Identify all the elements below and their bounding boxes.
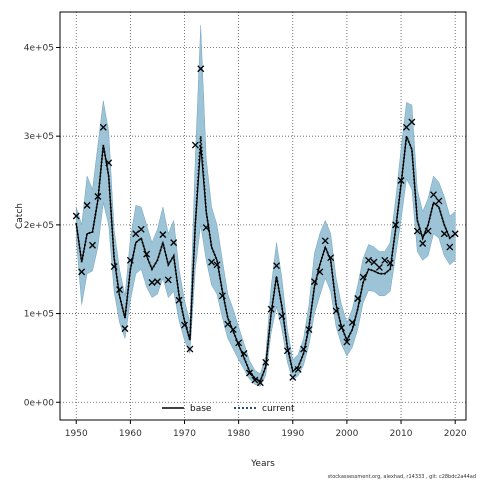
observed-point (72, 212, 80, 220)
observed-point (310, 278, 318, 286)
observed-point (181, 321, 188, 329)
observed-point (316, 268, 324, 276)
observed-point (110, 263, 118, 271)
observed-point (397, 177, 405, 184)
observed-point (273, 262, 280, 270)
y-tick-label: 4e+05 (24, 43, 54, 53)
legend: base current (162, 404, 295, 414)
observed-point (99, 123, 107, 131)
observed-point (132, 230, 140, 238)
legend-label-current: current (262, 404, 295, 414)
observed-point (419, 240, 427, 247)
y-tick-label: 2e+05 (24, 221, 54, 231)
observed-point (256, 379, 264, 387)
observed-point (365, 256, 373, 264)
x-tick-label: 2000 (335, 429, 358, 439)
observed-point (159, 231, 167, 239)
observed-point (208, 258, 216, 266)
observed-point (332, 307, 340, 315)
y-axis-title: Catch (15, 203, 25, 229)
observed-point (262, 358, 270, 366)
observed-point (148, 279, 156, 286)
observed-point (175, 296, 183, 304)
observed-point (202, 224, 210, 231)
observed-point (446, 243, 454, 251)
observed-point (289, 373, 297, 381)
observed-point (321, 237, 329, 245)
legend-label-base: base (190, 404, 212, 414)
observed-point (451, 230, 459, 238)
observed-point (283, 347, 291, 355)
x-axis: 1950 1960 1970 1980 1990 2000 2010 2020 (65, 420, 467, 439)
observed-point (191, 141, 199, 149)
observed-markers (72, 65, 459, 387)
footer-credit: stockassessment.org, alexhad, r14333 , g… (328, 474, 476, 480)
observed-point (251, 376, 259, 384)
observed-point (246, 369, 253, 377)
observed-point (78, 268, 86, 276)
x-tick-label: 1990 (281, 429, 304, 439)
observed-point (375, 263, 383, 271)
observed-point (392, 221, 400, 229)
y-axis: 0e+00 1e+05 2e+05 3e+05 4e+05 (24, 43, 60, 408)
observed-point (116, 286, 124, 294)
observed-point (440, 230, 448, 238)
x-tick-label: 1960 (119, 429, 142, 439)
observed-point (300, 345, 308, 353)
observed-point (435, 197, 443, 205)
y-tick-label: 1e+05 (24, 310, 54, 320)
observed-point (338, 324, 345, 332)
x-tick-label: 2020 (444, 429, 467, 439)
observed-point (186, 345, 194, 353)
current-series-line (75, 135, 456, 383)
observed-point (240, 350, 248, 357)
y-tick-label: 0e+00 (24, 398, 55, 408)
observed-point (424, 227, 432, 235)
observed-point (381, 256, 389, 264)
observed-point (278, 312, 286, 320)
observed-point (197, 65, 205, 73)
observed-point (143, 250, 151, 258)
observed-point (224, 320, 232, 328)
x-tick-label: 1970 (173, 429, 196, 439)
observed-point (170, 239, 178, 247)
observed-point (386, 259, 394, 267)
x-axis-title: Years (250, 459, 275, 469)
observed-point (83, 201, 91, 209)
observed-point (137, 225, 145, 233)
observed-point (343, 338, 351, 346)
observed-point (402, 123, 410, 131)
observed-point (229, 326, 237, 333)
x-tick-label: 2010 (390, 429, 413, 439)
grid-lines (60, 12, 466, 420)
observed-point (126, 256, 134, 264)
y-tick-label: 3e+05 (24, 132, 54, 142)
observed-point (94, 193, 102, 200)
observed-point (267, 305, 275, 313)
observed-point (89, 241, 96, 249)
observed-point (413, 227, 421, 235)
observed-point (327, 254, 335, 262)
observed-point (213, 261, 221, 269)
observed-point (430, 191, 437, 199)
plot-frame (59, 11, 467, 421)
observed-point (105, 159, 113, 167)
observed-point (408, 118, 416, 126)
observed-point (370, 258, 378, 266)
observed-point (235, 339, 243, 347)
observed-point (354, 295, 362, 302)
observed-point (359, 273, 367, 281)
observed-point (153, 278, 161, 286)
observed-point (294, 365, 302, 373)
observed-point (121, 325, 129, 333)
observed-point (305, 326, 313, 333)
observed-point (218, 292, 226, 300)
observed-point (348, 318, 356, 326)
x-tick-label: 1950 (65, 429, 88, 439)
observed-point (164, 276, 172, 284)
x-tick-label: 1980 (227, 429, 250, 439)
